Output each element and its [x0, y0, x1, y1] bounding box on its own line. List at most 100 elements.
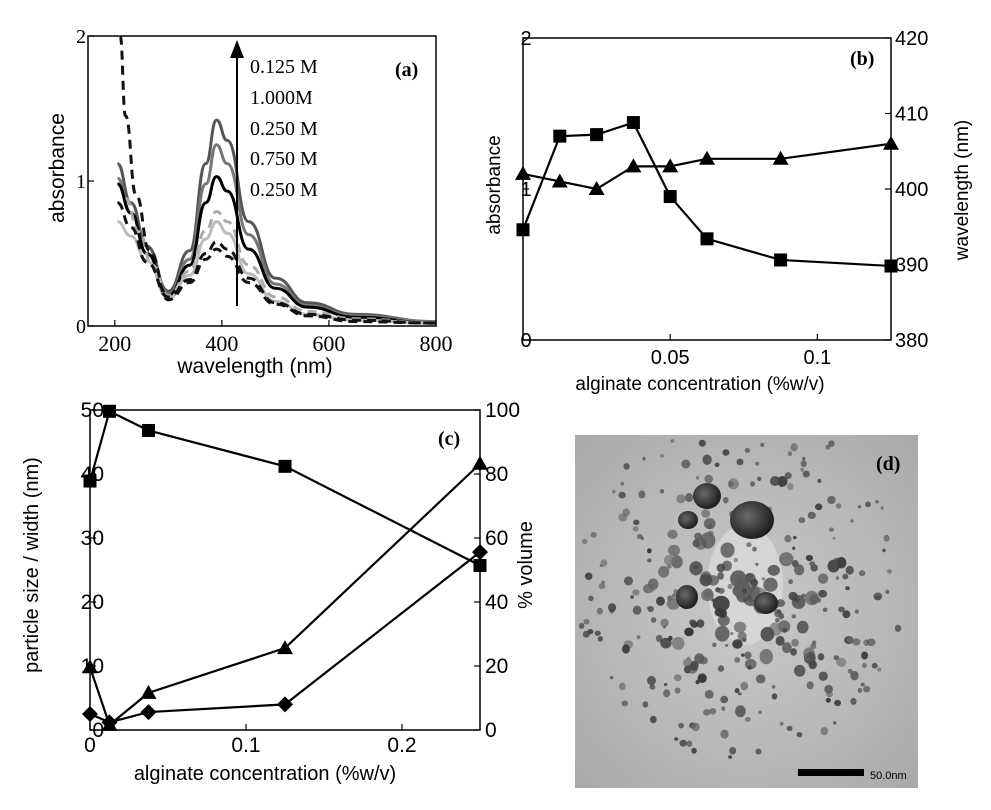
panel-d-particle	[694, 653, 705, 664]
panel-d-particle	[667, 564, 672, 569]
panel-b-square-marker	[884, 259, 898, 273]
panel-d-particle	[877, 667, 882, 672]
panel-d-particle	[740, 681, 749, 691]
panel-d-particle	[779, 552, 794, 567]
panel-a-ticks: 200 400 600 800 0 1 2	[76, 26, 453, 356]
panel-d-particle	[671, 636, 685, 650]
panel-c-diamond-marker	[101, 714, 118, 731]
panel-d-particle	[833, 721, 837, 725]
panel-a-arrow-label: 0.125 M	[250, 56, 318, 78]
panel-d-label: (d)	[876, 453, 900, 475]
panel-c-x-tick-label: 0.1	[231, 734, 260, 757]
panel-d-particle	[717, 615, 730, 626]
panel-a-y-tick-label: 0	[76, 316, 86, 338]
panel-d-particle	[806, 681, 814, 690]
panel-d-particle	[717, 665, 725, 672]
panel-d-particle	[845, 586, 850, 591]
panel-c-square-marker	[103, 404, 116, 418]
panel-d-particle	[866, 638, 876, 647]
panel-d-particle	[836, 657, 847, 667]
panel-d-particle	[848, 637, 853, 644]
panel-d-particle	[784, 472, 792, 480]
panel-d-particle	[646, 606, 650, 610]
panel-a-x-tick-label: 600	[312, 331, 345, 356]
panel-d-particle	[609, 675, 614, 680]
panel-d-particle	[796, 732, 803, 738]
panel-d-particle	[850, 671, 859, 681]
panel-d-particle	[619, 682, 626, 691]
panel-d-particle	[808, 660, 817, 670]
panel-d-large-particle	[730, 501, 774, 539]
panel-d-particle	[584, 572, 593, 580]
panel-d-particle	[775, 618, 780, 623]
panel-d-particle	[647, 558, 652, 563]
panel-d-particle	[857, 505, 862, 509]
panel-d-particle	[809, 561, 816, 567]
panel-d-particle	[865, 501, 871, 508]
panel-d-particle	[759, 648, 773, 665]
panel-a-arrow-label: 0.250 M	[250, 118, 318, 140]
panel-d-particle	[788, 579, 793, 585]
panel-d-particle	[871, 662, 878, 669]
panel-d-particle	[771, 693, 778, 700]
panel-d-particle	[700, 532, 716, 549]
panel-d-particle	[690, 660, 699, 671]
panel-b-triangle-marker	[625, 158, 642, 173]
panel-d-particle	[678, 722, 684, 729]
panel-d-particle	[792, 535, 797, 540]
panel-d-particle	[802, 456, 806, 461]
panel-d-particle	[674, 687, 681, 694]
panel-d-particle	[811, 640, 817, 645]
panel-d-large-particle	[678, 511, 698, 529]
panel-d-particle	[699, 573, 713, 587]
panel-d-particle	[704, 474, 713, 484]
panel-d-particle	[817, 653, 825, 661]
panel-d-particle	[670, 439, 675, 443]
panel-b-triangle-marker	[551, 173, 568, 188]
panel-b-y2-tick-label: 400	[895, 179, 928, 201]
panel-d-particle	[632, 526, 639, 532]
panel-d-particle	[717, 572, 724, 580]
panel-d-particle	[894, 624, 902, 632]
panel-d-particle	[660, 637, 672, 649]
panel-d-particle	[715, 587, 721, 593]
panel-d-particle	[807, 511, 816, 519]
panel-c-series-group	[82, 404, 488, 731]
panel-d-scale-bar-text: 50.0nm	[870, 770, 907, 782]
panel-d-particle	[825, 697, 831, 703]
panel-d-particle	[834, 699, 841, 707]
panel-c-x-axis-label: alginate concentration (%w/v)	[134, 763, 396, 785]
panel-d-particle	[697, 673, 707, 683]
panel-d-particle	[798, 517, 806, 524]
panel-b-y2-tick-label: 380	[895, 330, 928, 352]
panel-c-square-marker	[83, 474, 97, 488]
panel-c-y2-tick-label: 60	[485, 527, 508, 550]
panel-d-particle	[861, 662, 867, 669]
panel-c-square-marker	[473, 559, 487, 573]
panel-d-particle	[858, 570, 866, 577]
panel-d-particle	[880, 506, 884, 510]
panel-d-particle	[861, 651, 869, 660]
panel-d-particle	[696, 619, 705, 628]
panel-b-y-tick-label: 2	[520, 28, 531, 50]
panel-a-x-tick-label: 200	[98, 331, 131, 356]
panel-d-particle	[835, 576, 840, 580]
panel-d-particle	[828, 440, 835, 448]
panel-a-arrow-label: 1.000M	[250, 87, 313, 109]
panel-d-particle	[883, 534, 890, 542]
panel-d-particle	[825, 444, 831, 450]
panel-d-particle	[668, 544, 680, 557]
panel-d-particle	[761, 577, 765, 581]
panel-a-arrow-head	[230, 40, 244, 58]
panel-d-particle	[790, 443, 798, 452]
panel-d-particle	[636, 635, 641, 640]
panel-d-particle	[794, 564, 805, 576]
panel-d-particle	[732, 639, 743, 649]
panel-d-particle	[770, 476, 781, 486]
panel-d-particle	[703, 709, 711, 716]
panel-d-particle	[685, 493, 694, 502]
panel-d-particle	[737, 631, 747, 641]
panel-d-particle	[817, 478, 822, 483]
panel-d-particle	[802, 470, 810, 478]
panel-c-y2-tick-label: 20	[485, 655, 508, 678]
